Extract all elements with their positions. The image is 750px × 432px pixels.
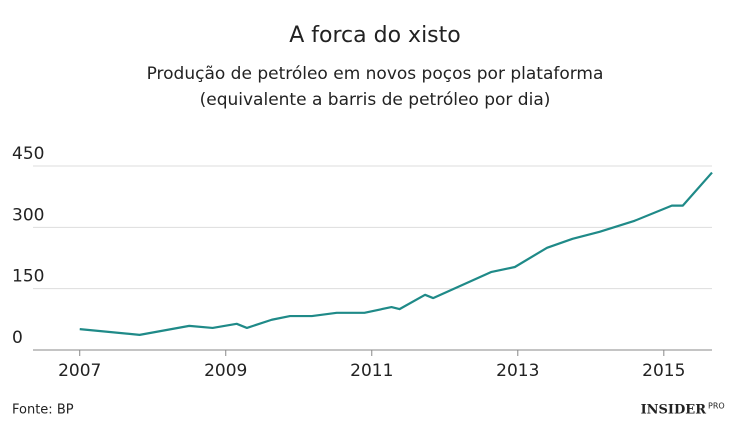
source: Fonte: BP: [12, 403, 74, 418]
data-line: [79, 171, 713, 336]
chart-title: A forca do xisto: [289, 23, 460, 48]
y-tick-label: 450: [12, 144, 44, 164]
chart-subtitle: Produção de petróleo em novos poços por …: [147, 64, 604, 84]
x-tick-label: 2007: [58, 361, 101, 381]
y-tick-label: 0: [12, 328, 23, 348]
x-tick-label: 2009: [204, 361, 247, 381]
x-tick-label: 2015: [642, 361, 685, 381]
y-tick-label: 150: [12, 267, 44, 287]
chart-subtitle: (equivalente a barris de petróleo por di…: [200, 90, 551, 110]
x-tick-label: 2013: [496, 361, 539, 381]
x-tick-label: 2011: [350, 361, 393, 381]
logo: INSIDER: [641, 403, 707, 418]
logo-badge: PRO: [708, 402, 725, 411]
y-tick-label: 300: [12, 205, 44, 225]
